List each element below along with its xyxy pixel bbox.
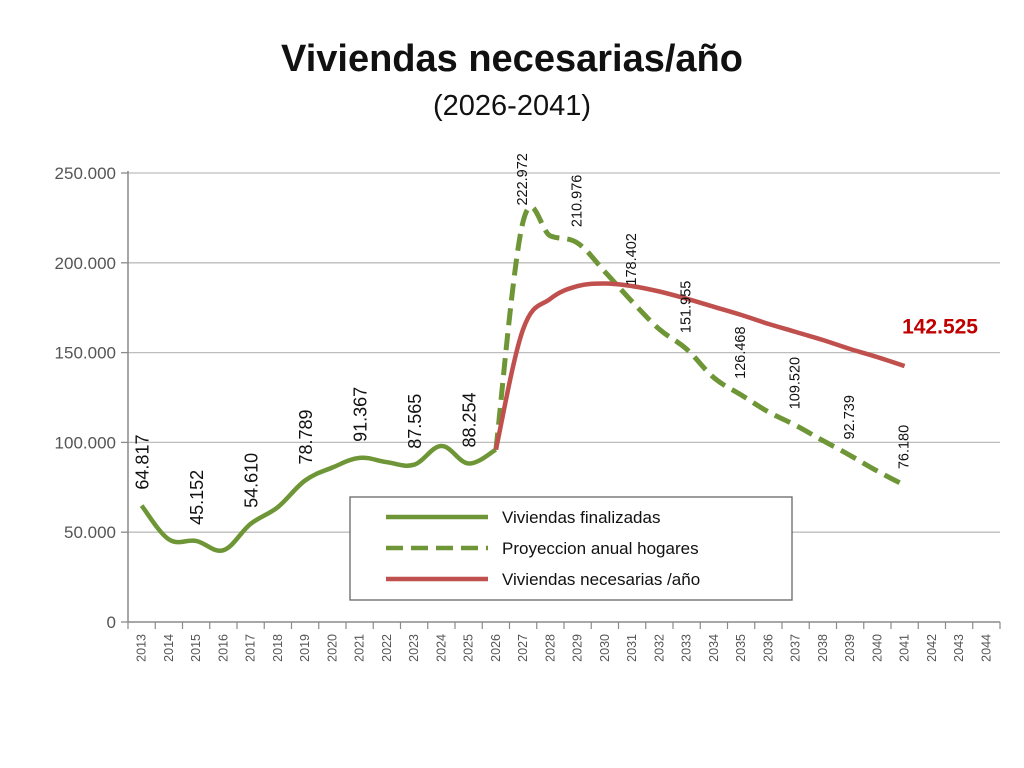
x-tick-label: 2028 [543, 634, 557, 662]
x-tick-label: 2037 [789, 634, 803, 662]
data-label: 87.565 [405, 394, 425, 449]
data-label: 76.180 [897, 425, 913, 469]
data-label: 45.152 [187, 470, 207, 525]
x-tick-label: 2020 [325, 634, 339, 662]
x-tick-label: 2029 [571, 634, 585, 662]
x-tick-label: 2041 [898, 634, 912, 662]
y-tick-label: 50.000 [64, 523, 116, 542]
data-label: 91.367 [351, 387, 371, 442]
x-tick-label: 2032 [652, 634, 666, 662]
y-tick-label: 250.000 [55, 164, 116, 183]
series-line-viviendas-necesarias-a-o [493, 281, 906, 451]
x-tick-label: 2043 [952, 634, 966, 662]
x-tick-label: 2023 [407, 634, 421, 662]
data-label: 126.468 [733, 326, 749, 378]
data-label: 64.817 [133, 435, 153, 490]
x-tick-label: 2018 [271, 634, 285, 662]
x-tick-label: 2036 [761, 634, 775, 662]
x-tick-label: 2013 [135, 634, 149, 662]
x-tick-label: 2014 [162, 634, 176, 662]
series-line-viviendas-finalizadas [139, 443, 498, 553]
data-label: 92.739 [842, 395, 858, 439]
chart-title: Viviendas necesarias/año [281, 38, 743, 80]
x-tick-label: 2024 [434, 634, 448, 662]
y-tick-label: 0 [107, 613, 116, 632]
x-tick-label: 2025 [462, 634, 476, 662]
x-tick-label: 2026 [489, 634, 503, 662]
data-label: 151.955 [679, 281, 695, 333]
x-tick-label: 2021 [353, 634, 367, 662]
x-tick-label: 2019 [298, 634, 312, 662]
data-label: 222.972 [515, 153, 531, 205]
series-line-proyeccion-anual-hogares [493, 204, 906, 488]
y-tick-label: 100.000 [55, 433, 116, 452]
x-tick-label: 2044 [979, 634, 993, 662]
legend-label: Viviendas finalizadas [502, 508, 660, 527]
x-tick-label: 2031 [625, 634, 639, 662]
x-tick-label: 2034 [707, 634, 721, 662]
y-tick-label: 150.000 [55, 344, 116, 363]
y-tick-label: 200.000 [55, 254, 116, 273]
x-tick-label: 2015 [189, 634, 203, 662]
x-tick-label: 2030 [598, 634, 612, 662]
x-tick-label: 2040 [870, 634, 884, 662]
data-label: 109.520 [788, 357, 804, 409]
data-label: 78.789 [296, 409, 316, 464]
chart-subtitle: (2026-2041) [433, 90, 591, 122]
data-label: 178.402 [624, 233, 640, 285]
data-label: 54.610 [242, 453, 262, 508]
x-tick-label: 2022 [380, 634, 394, 662]
data-label: 88.254 [460, 392, 480, 447]
x-tick-label: 2039 [843, 634, 857, 662]
x-tick-label: 2042 [925, 634, 939, 662]
x-tick-label: 2038 [816, 634, 830, 662]
legend-label: Viviendas necesarias /año [502, 570, 700, 589]
data-label: 210.976 [570, 175, 586, 227]
x-tick-label: 2027 [516, 634, 530, 662]
legend-label: Proyeccion anual hogares [502, 539, 699, 558]
x-tick-label: 2033 [680, 634, 694, 662]
x-tick-label: 2035 [734, 634, 748, 662]
x-tick-label: 2016 [216, 634, 230, 662]
end-value-label: 142.525 [902, 316, 978, 339]
x-tick-label: 2017 [244, 634, 258, 662]
